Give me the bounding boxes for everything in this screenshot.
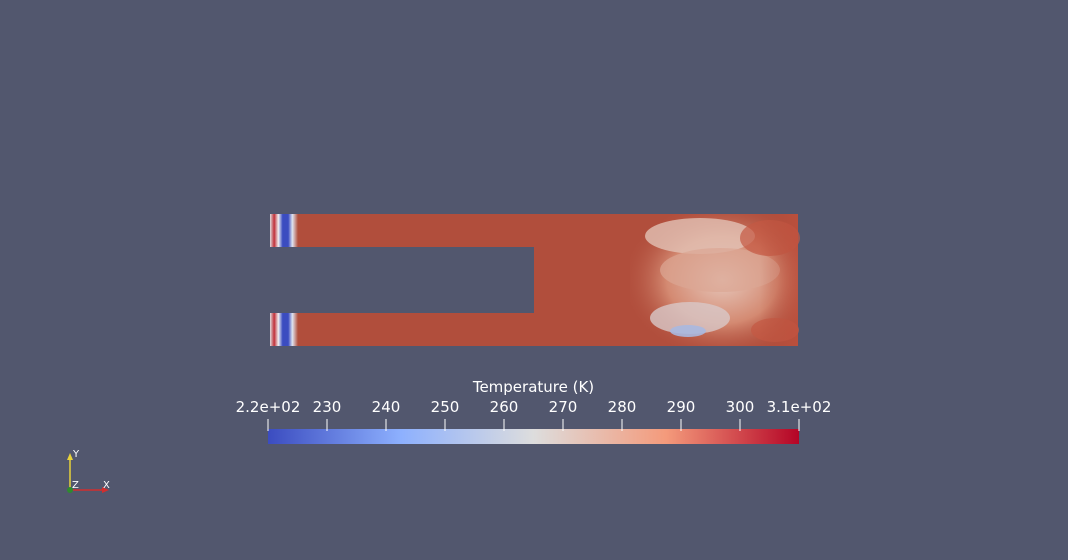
colorbar-tick-label: 3.1e+02 [766, 398, 832, 416]
orientation-axes [67, 453, 109, 493]
x-axis-label: X [103, 480, 110, 491]
y-axis-label: Y [73, 449, 80, 460]
colorbar-tick-label: 250 [430, 398, 460, 416]
colorbar-tick-label: 290 [666, 398, 696, 416]
x-axis-arrow-icon [102, 487, 109, 493]
colorbar [267, 419, 800, 444]
y-axis-arrow-icon [67, 453, 73, 460]
colorbar-tick-label: 280 [607, 398, 637, 416]
colorbar-gradient [268, 429, 799, 444]
z-axis-label: Z [72, 480, 79, 491]
colorbar-tick-label: 300 [725, 398, 755, 416]
colorbar-tick-label: 230 [312, 398, 342, 416]
z-axis-marker-icon [67, 487, 73, 493]
colorbar-tick-label: 2.2e+02 [235, 398, 301, 416]
colorbar-tick-label: 270 [548, 398, 578, 416]
colorbar-ticks [267, 419, 800, 431]
colorbar-title: Temperature (K) [472, 378, 595, 396]
colorbar-tick-label: 240 [371, 398, 401, 416]
temperature-field [270, 214, 800, 346]
colorbar-tick-label: 260 [489, 398, 519, 416]
